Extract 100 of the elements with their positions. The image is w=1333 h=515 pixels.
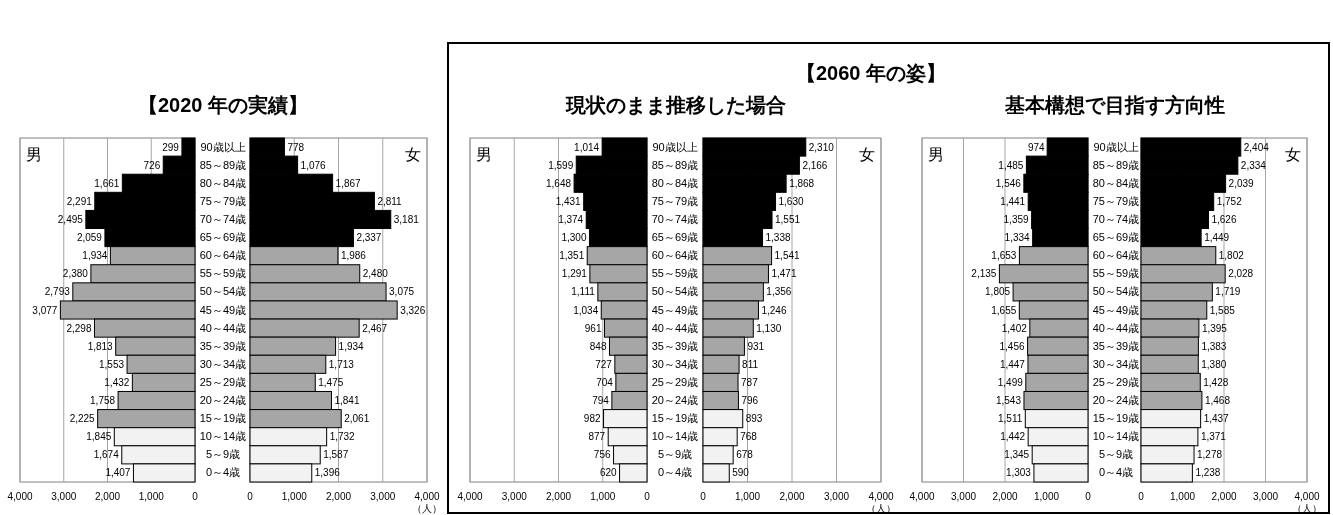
data-label: 1,599: [548, 159, 574, 171]
data-label: 1,383: [1201, 340, 1227, 352]
y-tick-label: 45～49歳: [651, 303, 699, 316]
data-label: 1,758: [90, 395, 116, 407]
data-label: 3,077: [32, 304, 58, 316]
data-label: 1,356: [766, 286, 792, 298]
x-tick-label: 1,000: [1169, 491, 1196, 502]
data-label: 1,407: [105, 467, 131, 479]
y-tick-label: 30～34歳: [651, 357, 699, 370]
data-label: 1,437: [1203, 413, 1230, 425]
data-label: 1,428: [1203, 376, 1229, 388]
x-tick-label: 3,000: [823, 491, 850, 502]
data-label: 3,075: [389, 286, 415, 298]
data-label: 2,495: [57, 213, 84, 225]
data-label: 1,630: [778, 195, 804, 207]
x-tick-label: 1,000: [590, 491, 616, 502]
data-label: 1,499: [997, 376, 1024, 388]
data-label: 2,337: [356, 232, 382, 244]
annotation: 女: [405, 146, 421, 163]
y-tick-label: 30～34歳: [199, 357, 247, 370]
data-label: 1,432: [104, 376, 130, 388]
data-label: 726: [143, 159, 161, 171]
data-label: 1,111: [571, 286, 596, 298]
data-label: 1,752: [1216, 195, 1243, 207]
x-tick-label: 0: [1138, 491, 1145, 502]
y-tick-label: 5～9歳: [657, 448, 693, 461]
x-tick-label: 1,000: [138, 491, 165, 502]
y-tick-label: 75～79歳: [651, 194, 699, 207]
x-tick-label: 2,000: [94, 491, 121, 502]
data-label: 678: [736, 449, 754, 461]
y-tick-label: 65～69歳: [1092, 231, 1140, 244]
data-label: 756: [593, 449, 611, 461]
data-label: 1,543: [995, 395, 1022, 407]
data-label: 2,166: [802, 159, 828, 171]
y-tick-label: 55～59歳: [199, 267, 247, 280]
y-tick-label: 55～59歳: [1092, 267, 1140, 280]
y-tick-label: 15～19歳: [199, 412, 247, 425]
data-label: 1,238: [1195, 467, 1221, 479]
data-label: 1,359: [1003, 213, 1030, 225]
x-tick-label: 2,000: [1211, 491, 1237, 502]
y-tick-label: 85～89歳: [651, 158, 699, 171]
data-label: 2,298: [66, 322, 92, 334]
y-tick-label: 45～49歳: [199, 303, 247, 316]
y-tick-label: 90歳以上: [652, 140, 698, 153]
data-label: 2,380: [62, 268, 89, 280]
data-label: 1,655: [991, 304, 1017, 316]
y-tick-label: 25～29歳: [651, 375, 699, 388]
annotation: 女: [859, 146, 875, 163]
data-label: 1,338: [765, 232, 791, 244]
y-tick-label: 40～44歳: [199, 321, 247, 334]
y-tick-label: 10～14歳: [651, 430, 699, 443]
x-tick-label: 1,000: [734, 491, 761, 502]
data-label: 1,732: [329, 431, 356, 443]
data-label: 1,541: [774, 250, 801, 262]
data-label: 1,719: [1215, 286, 1241, 298]
data-label: 1,674: [93, 449, 120, 461]
data-label: 2,467: [362, 322, 388, 334]
data-label: 590: [732, 467, 750, 479]
x-tick-label: 0: [192, 491, 199, 502]
data-label: 1,303: [1005, 467, 1032, 479]
data-label: 848: [589, 340, 607, 352]
chart-title: 【2060 年の姿】: [795, 62, 947, 84]
x-tick-label: 2,000: [325, 491, 352, 502]
y-tick-label: 75～79歳: [199, 194, 247, 207]
data-label: 1,278: [1197, 449, 1223, 461]
y-tick-label: 20～24歳: [1092, 394, 1140, 407]
data-label: 1,511: [998, 413, 1023, 425]
x-axis-title: （人）: [412, 503, 442, 514]
data-label: 1,130: [756, 322, 782, 334]
data-label: 1,034: [573, 304, 599, 316]
data-label: 1,468: [1204, 395, 1231, 407]
data-label: 2,061: [344, 413, 370, 425]
data-label: 1,431: [555, 195, 582, 207]
data-label: 1,246: [761, 304, 787, 316]
data-label: 620: [599, 467, 617, 479]
data-label: 2,334: [1240, 159, 1267, 171]
data-label: 2,310: [808, 141, 835, 153]
data-label: 2,039: [1228, 177, 1255, 189]
data-label: 2,793: [44, 286, 71, 298]
data-label: 931: [747, 340, 765, 352]
y-tick-label: 20～24歳: [199, 394, 247, 407]
y-tick-label: 25～29歳: [199, 375, 247, 388]
x-tick-label: 3,000: [370, 491, 396, 502]
y-tick-label: 0～4歳: [205, 466, 241, 479]
y-tick-label: 10～14歳: [1092, 430, 1140, 443]
y-tick-label: 60～64歳: [651, 249, 699, 262]
x-tick-label: 4,000: [457, 491, 483, 502]
data-label: 1,396: [314, 467, 341, 479]
x-tick-label: 4,000: [7, 491, 33, 502]
data-label: 727: [595, 358, 613, 370]
data-label: 1,813: [87, 340, 114, 352]
data-label: 1,351: [559, 250, 585, 262]
data-label: 2,291: [66, 195, 93, 207]
data-label: 1,587: [323, 449, 349, 461]
x-tick-label: 1,000: [281, 491, 308, 502]
y-tick-label: 35～39歳: [651, 339, 699, 352]
data-label: 3,326: [400, 304, 426, 316]
x-tick-label: 2,000: [992, 491, 1018, 502]
x-tick-label: 0: [1085, 491, 1092, 502]
y-tick-label: 25～29歳: [1092, 375, 1140, 388]
